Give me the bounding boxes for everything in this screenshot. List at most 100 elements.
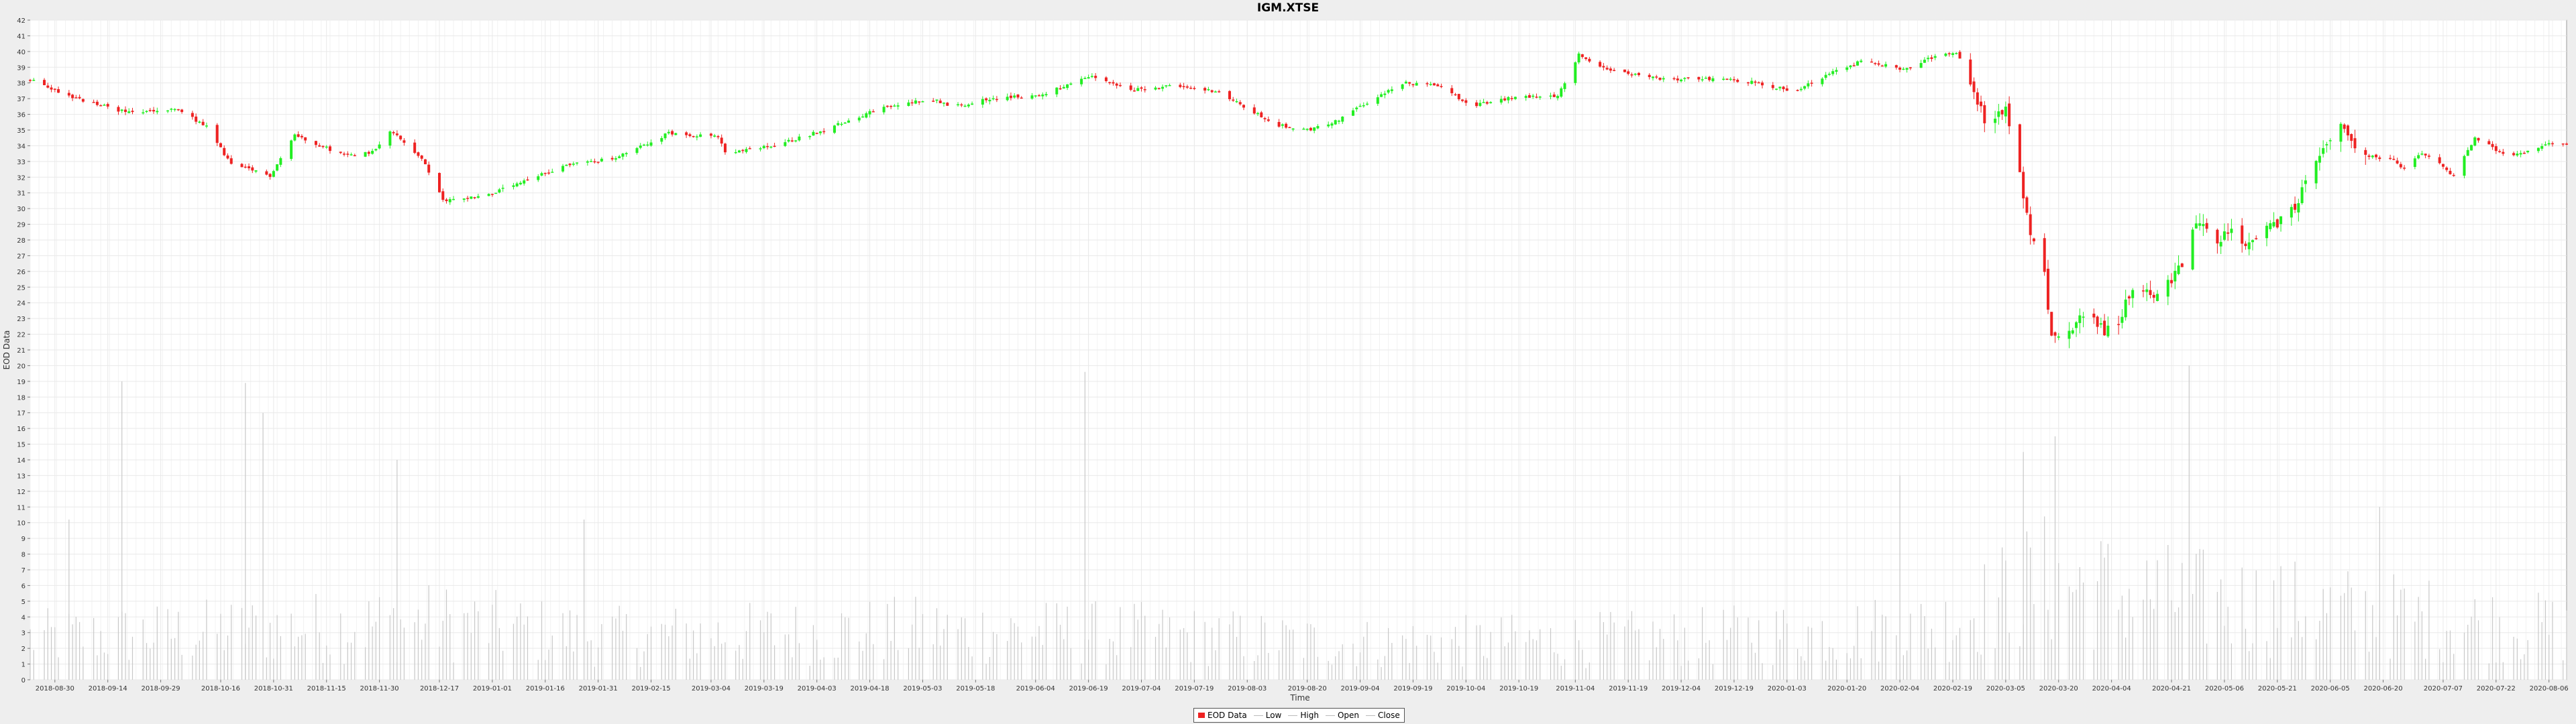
candle-up [868, 111, 871, 115]
candle-up [639, 145, 642, 148]
candle-down [176, 109, 180, 111]
grid [30, 19, 2567, 680]
candle-down [2561, 143, 2565, 145]
candle-up [476, 196, 480, 198]
candle-down [1630, 74, 1633, 76]
y-tick-label: 21 [17, 347, 25, 355]
candle-up [1778, 86, 1782, 88]
candle-up [1337, 121, 1340, 122]
candle-up [1161, 86, 1165, 89]
legend-item-eod: EOD Data [1198, 711, 1247, 720]
candle-down [1909, 67, 1912, 68]
candle-down [195, 116, 198, 122]
candle-down [1880, 65, 1884, 67]
x-tick-label: 2019-03-04 [692, 685, 731, 692]
candle-down [1132, 90, 1136, 92]
candle-down [773, 145, 776, 147]
candle-up [103, 105, 106, 106]
candle-up [667, 131, 670, 133]
candle-down [1736, 80, 1739, 82]
candle-up [1235, 101, 1238, 103]
legend-label-high: High [1300, 711, 1319, 720]
candle-up [1633, 73, 1637, 75]
candle-down [420, 156, 423, 159]
candle-up [2124, 299, 2127, 318]
candle-down [1454, 94, 1457, 96]
x-tick-label: 2019-06-19 [1069, 685, 1108, 692]
candle-up [2194, 223, 2198, 229]
candle-up [663, 133, 667, 139]
candle-down [318, 145, 321, 147]
candle-up [2314, 161, 2318, 184]
candle-up [2413, 158, 2416, 167]
candle-down [1485, 102, 1489, 104]
candle-down [1228, 90, 1231, 99]
y-tick-label: 3 [21, 630, 25, 638]
x-tick-label: 2019-06-04 [1016, 685, 1055, 692]
y-tick-label: 10 [17, 520, 25, 528]
candle-down [1870, 61, 1874, 63]
candle-down [1754, 81, 1757, 83]
candle-up [1030, 95, 1034, 99]
candle-up [290, 140, 293, 159]
candle-up [1069, 83, 1073, 85]
candle-down [2046, 268, 2049, 310]
candle-down [1263, 118, 1267, 119]
candle-down [2551, 143, 2554, 145]
candle-up [540, 173, 543, 176]
candle-down [223, 147, 226, 156]
candle-up [2198, 223, 2202, 226]
candle-down [2403, 168, 2406, 169]
candle-down [2180, 263, 2184, 267]
candle-down [2512, 153, 2516, 156]
candle-down [473, 197, 476, 198]
candle-down [2364, 149, 2367, 155]
candle-down [2127, 296, 2131, 299]
candle-down [1613, 70, 1616, 71]
candle-up [957, 104, 960, 106]
candle-down [1585, 57, 1588, 60]
candle-up [388, 131, 392, 146]
candle-up [2304, 180, 2307, 184]
candle-down [402, 140, 406, 143]
candle-up [145, 111, 148, 113]
y-tick-label: 19 [17, 379, 25, 386]
x-tick-label: 2018-11-15 [307, 685, 346, 692]
candle-down [95, 101, 99, 105]
candle-up [600, 158, 603, 162]
legend-item-close: Close [1366, 711, 1400, 720]
candle-up [2300, 187, 2304, 204]
candle-up [1729, 78, 1732, 80]
candle-down [1104, 77, 1108, 81]
candle-up [699, 134, 702, 137]
candle-down [985, 98, 988, 101]
x-tick-label: 2019-01-01 [473, 685, 512, 692]
candle-up [1824, 74, 1827, 78]
candle-down [244, 166, 247, 168]
candle-down [2438, 157, 2441, 164]
candle-up [1062, 86, 1065, 88]
candle-down [1461, 99, 1464, 101]
y-tick-label: 16 [17, 426, 25, 433]
candle-down [1676, 78, 1679, 80]
candle-down [596, 162, 600, 163]
candle-up [2519, 153, 2522, 155]
y-tick-label: 36 [17, 112, 25, 119]
candle-up [1807, 83, 1810, 86]
candle-down [815, 133, 818, 134]
candle-down [1648, 74, 1651, 77]
candle-down [1580, 54, 1584, 58]
candle-down [2216, 229, 2219, 244]
candle-down [1115, 83, 1118, 86]
candle-up [1538, 97, 1542, 98]
candle-up [967, 105, 970, 107]
candle-up [374, 149, 378, 151]
candle-down [2449, 170, 2452, 174]
x-tick-label: 2019-09-19 [1393, 685, 1432, 692]
candle-down [53, 88, 56, 90]
candle-up [1066, 84, 1069, 88]
candle-up [2222, 231, 2226, 240]
candle-down [1983, 105, 1986, 123]
candle-up [734, 152, 737, 154]
candle-down [445, 199, 448, 202]
